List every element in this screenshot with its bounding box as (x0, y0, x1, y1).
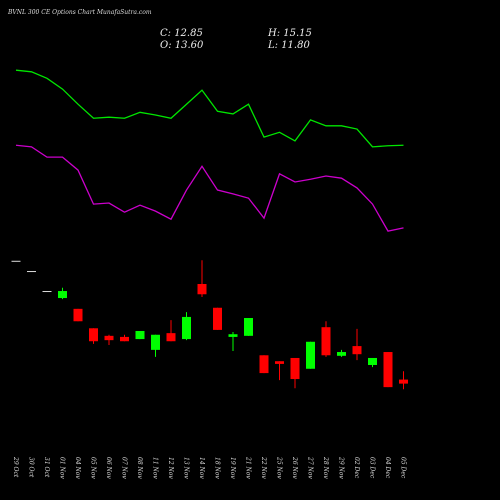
candle-body (244, 318, 253, 336)
candle-body (182, 316, 191, 340)
candle-body (104, 335, 114, 341)
candle-body (368, 357, 377, 365)
x-tick-label: 05 Dec (400, 457, 407, 479)
x-tick-label: 26 Nov (291, 456, 298, 479)
x-tick-label: 06 Nov (105, 457, 112, 479)
x-tick-label: 18 Nov (214, 457, 221, 479)
x-tick-label: 22 Nov (260, 456, 267, 479)
x-tick-label: 07 Nov (121, 457, 128, 479)
candle-body (259, 355, 269, 374)
x-tick-label: 04 Nov (74, 457, 81, 479)
x-tick-label: 31 Oct (43, 457, 50, 478)
candle-body (151, 334, 160, 350)
close-readout: C: 12.85 (160, 28, 203, 39)
candle-body (58, 291, 67, 299)
candle-body (197, 284, 207, 295)
x-tick-label: 19 Nov (229, 457, 236, 479)
x-tick-label: 02 Dec (353, 457, 360, 479)
candle-body (166, 333, 176, 342)
candle-body (11, 260, 21, 262)
candle-body (89, 328, 98, 342)
chart-title: BVNL 300 CE Options Chart MunafaSutra.co… (7, 9, 152, 16)
indicator-line (15, 69, 404, 148)
candle-body (383, 352, 393, 388)
x-tick-label: 11 Nov (152, 457, 159, 479)
candle-body (352, 346, 362, 355)
candle-body (120, 336, 129, 342)
open-readout: O: 13.60 (160, 40, 204, 51)
x-tick-label: 13 Nov (183, 457, 190, 479)
candle-body (321, 327, 331, 356)
candle-body (135, 330, 145, 340)
high-readout: H: 15.15 (267, 28, 312, 39)
x-tick-label: 05 Nov (90, 457, 97, 479)
x-tick-label: 29 Oct (12, 456, 19, 478)
x-tick-label: 14 Nov (198, 457, 205, 479)
x-tick-label: 25 Nov (276, 456, 283, 479)
indicator-line (15, 144, 404, 232)
x-tick-label: 04 Dec (384, 457, 391, 479)
x-tick-label: 08 Nov (136, 457, 143, 479)
candle-body (306, 341, 315, 369)
low-readout: L: 11.80 (267, 40, 310, 51)
x-tick-label: 28 Nov (322, 456, 329, 479)
x-tick-label: 12 Nov (167, 457, 174, 479)
candle-body (337, 352, 346, 356)
x-tick-label: 21 Nov (245, 456, 252, 479)
candle-body (27, 271, 36, 273)
x-tick-label: 01 Nov (59, 457, 66, 479)
candle-body (73, 308, 83, 322)
candle-body (213, 307, 222, 330)
candle-body (228, 334, 238, 337)
candle-body (275, 361, 284, 364)
x-tick-label: 30 Oct (28, 457, 35, 478)
x-tick-label: 27 Nov (307, 456, 314, 479)
x-tick-label: 03 Dec (369, 457, 376, 479)
candle-body (290, 357, 300, 380)
x-tick-label: 29 Nov (338, 456, 345, 479)
candle-body (399, 379, 408, 384)
candle-body (42, 291, 52, 293)
